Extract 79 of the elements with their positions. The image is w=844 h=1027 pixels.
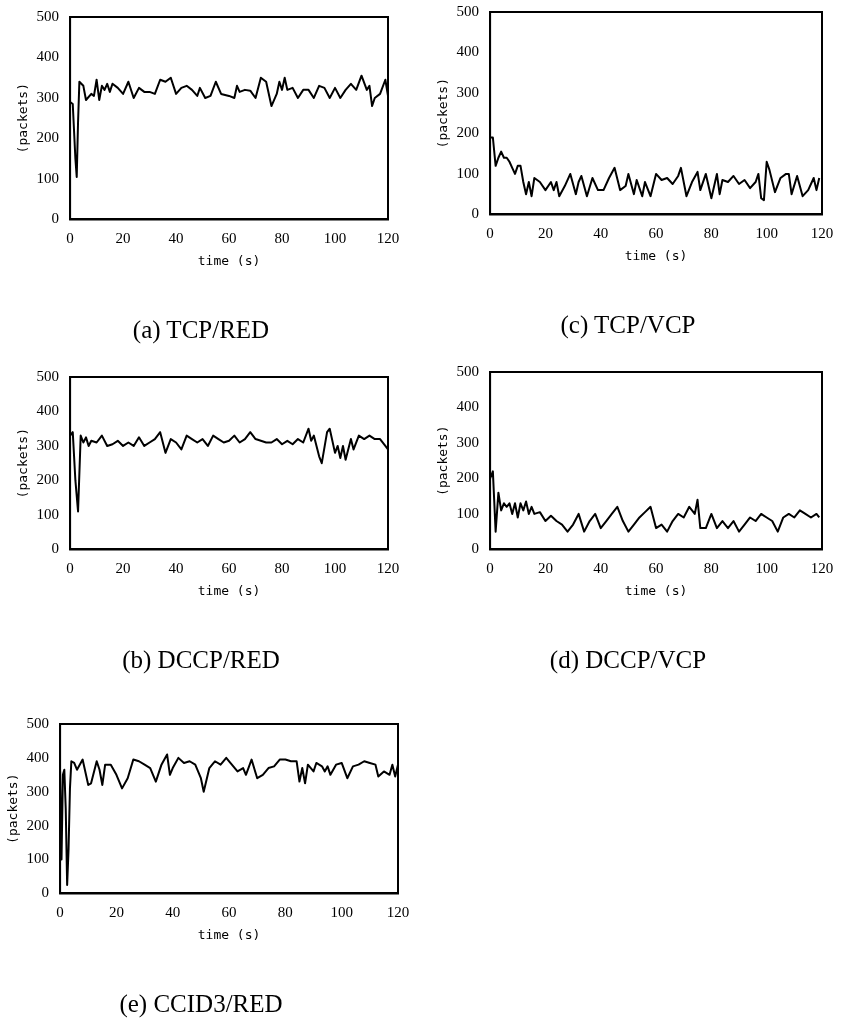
y-tick-label: 200 xyxy=(456,469,480,486)
y-tick-label: 300 xyxy=(26,782,50,799)
y-tick-label: 200 xyxy=(456,124,480,141)
y-tick-label: 0 xyxy=(471,205,480,222)
x-tick-label: 0 xyxy=(66,560,74,577)
x-tick-label: 100 xyxy=(323,560,347,577)
y-tick-label: 300 xyxy=(36,88,60,105)
x-tick-label: 40 xyxy=(593,560,609,577)
x-tick-label: 20 xyxy=(537,560,553,577)
x-tick-label: 0 xyxy=(486,560,494,577)
y-tick-label: 200 xyxy=(36,471,60,488)
x-tick-label: 100 xyxy=(323,230,347,247)
x-tick-label: 0 xyxy=(486,225,494,242)
y-axis-title: (packets) xyxy=(15,427,31,499)
x-tick-label: 80 xyxy=(274,560,290,577)
x-tick-label: 80 xyxy=(277,904,293,921)
y-tick-label: 0 xyxy=(41,884,50,901)
x-tick-label: 20 xyxy=(537,225,553,242)
y-tick-label: 100 xyxy=(456,504,480,521)
x-tick-label: 80 xyxy=(703,560,719,577)
y-tick-label: 300 xyxy=(456,433,480,450)
y-tick-label: 500 xyxy=(456,362,480,379)
y-tick-label: 100 xyxy=(456,164,480,181)
y-tick-label: 500 xyxy=(36,7,60,24)
y-tick-label: 300 xyxy=(36,436,60,453)
y-tick-label: 100 xyxy=(36,505,60,522)
y-tick-label: 400 xyxy=(36,402,60,419)
y-tick-label: 500 xyxy=(36,367,60,384)
x-tick-label: 60 xyxy=(648,560,664,577)
x-tick-label: 20 xyxy=(108,904,124,921)
x-tick-label: 60 xyxy=(648,225,664,242)
x-tick-label: 120 xyxy=(386,904,410,921)
x-tick-label: 120 xyxy=(376,560,400,577)
text: (d) DCCP/VCP xyxy=(549,645,707,674)
x-tick-label: 20 xyxy=(115,560,131,577)
y-tick-label: 500 xyxy=(26,714,50,731)
y-axis-title: (packets) xyxy=(15,82,31,154)
x-tick-label: 60 xyxy=(221,904,237,921)
y-tick-label: 500 xyxy=(456,2,480,19)
y-tick-label: 100 xyxy=(36,169,60,186)
y-tick-label: 200 xyxy=(26,816,50,833)
y-tick-label: 400 xyxy=(36,48,60,65)
x-tick-label: 20 xyxy=(115,230,131,247)
text: (a) TCP/RED xyxy=(132,315,270,344)
y-tick-label: 0 xyxy=(51,540,60,557)
x-tick-label: 60 xyxy=(221,560,237,577)
x-axis-title: time (s) xyxy=(624,247,688,263)
text: (b) DCCP/RED xyxy=(122,645,280,674)
x-tick-label: 40 xyxy=(168,230,184,247)
x-tick-label: 120 xyxy=(810,560,834,577)
x-tick-label: 100 xyxy=(755,225,778,242)
y-axis-title: (packets) xyxy=(5,773,21,844)
x-axis-title: time (s) xyxy=(197,926,261,942)
x-tick-label: 80 xyxy=(274,230,290,247)
x-tick-label: 40 xyxy=(165,904,181,921)
x-tick-label: 120 xyxy=(376,230,400,247)
x-axis-title: time (s) xyxy=(197,582,261,598)
x-tick-label: 40 xyxy=(168,560,184,577)
y-axis-title: (packets) xyxy=(435,425,451,496)
x-tick-label: 40 xyxy=(593,225,609,242)
x-axis-title: time (s) xyxy=(624,582,688,598)
x-axis-title: time (s) xyxy=(197,252,261,268)
y-tick-label: 400 xyxy=(456,398,480,415)
y-tick-label: 0 xyxy=(51,210,60,227)
y-tick-label: 400 xyxy=(26,748,50,765)
y-tick-label: 200 xyxy=(36,129,60,146)
y-tick-label: 100 xyxy=(26,850,50,867)
y-axis-title: (packets) xyxy=(435,77,451,149)
x-tick-label: 60 xyxy=(221,230,237,247)
x-tick-label: 100 xyxy=(755,560,778,577)
x-tick-label: 100 xyxy=(330,904,353,921)
y-tick-label: 0 xyxy=(471,540,480,557)
text: (e) CCID3/RED xyxy=(119,989,283,1018)
text: (c) TCP/VCP xyxy=(560,310,696,339)
x-tick-label: 80 xyxy=(703,225,719,242)
y-tick-label: 300 xyxy=(456,83,480,100)
x-tick-label: 0 xyxy=(66,230,74,247)
y-tick-label: 400 xyxy=(456,43,480,60)
x-tick-label: 120 xyxy=(810,225,834,242)
